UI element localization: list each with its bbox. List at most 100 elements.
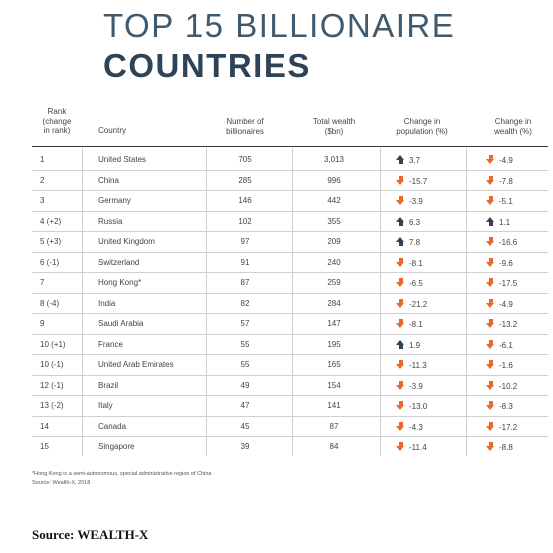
rank-cell-text: 2: [40, 175, 45, 185]
wealth-change-value: -8.8: [499, 443, 513, 452]
total-wealth-cell: 84: [298, 442, 370, 452]
wealth-change-cell: -9.6: [486, 257, 513, 269]
arrow-down-icon: [396, 319, 405, 328]
billionaires-cell: 49: [210, 381, 280, 391]
source-caption: Source: WEALTH-X: [32, 527, 149, 542]
rank-cell-text: 7: [40, 278, 45, 287]
arrow-up-icon: [396, 339, 405, 349]
arrow-down-icon: [486, 175, 495, 185]
wealth-change-value: 1.1: [499, 217, 511, 227]
wealth-change-cell: -4.9: [486, 155, 513, 166]
country-cell: Singapore: [98, 442, 134, 452]
population-change-cell: 6.3: [396, 216, 421, 228]
billionaires-cell: 146: [210, 196, 280, 206]
total-wealth-cell-text: 87: [329, 421, 339, 431]
country-cell-text: Saudi Arabia: [98, 319, 144, 328]
arrow-down-icon: [486, 442, 495, 451]
country-cell-text: Russia: [98, 216, 123, 226]
population-change-cell: -11.3: [396, 360, 427, 371]
country-cell: Germany: [98, 196, 131, 206]
billionaires-cell: 55: [210, 360, 280, 370]
billionaires-cell-text: 82: [240, 298, 250, 308]
population-change-value: 6.3: [409, 217, 421, 227]
rank-cell: 14: [40, 422, 49, 432]
table-row: 1 United States 705 3,013 3.7 -4.9: [0, 150, 553, 170]
billionaires-cell-text: 55: [240, 360, 250, 369]
arrow-down-icon: [396, 360, 405, 369]
rank-cell: 13 (-2): [40, 401, 64, 411]
wealth-change-value: -1.6: [499, 361, 513, 370]
arrow-down-icon: [486, 339, 495, 349]
country-cell: Switzerland: [98, 258, 139, 268]
header-wealth-line: Total wealth: [312, 117, 356, 126]
arrow-down-icon: [486, 278, 495, 287]
footnote-source: Source: Wealth-X, 2018: [32, 480, 91, 486]
population-change-cell: 7.8: [396, 237, 420, 248]
rank-cell: 6 (-1): [40, 258, 59, 268]
wealth-change-value: -5.1: [499, 197, 513, 206]
country-cell-text: Hong Kong*: [98, 278, 142, 287]
country-cell: Canada: [98, 422, 126, 432]
header-divider: [32, 146, 548, 147]
billionaires-cell: 102: [210, 217, 280, 227]
population-change-value: -11.3: [409, 361, 427, 370]
rank-cell-text: 1: [40, 155, 45, 164]
row-divider: [32, 231, 548, 232]
country-cell-text: Switzerland: [98, 257, 140, 267]
arrow-up-icon: [396, 237, 405, 246]
header-billionaires: Number of billionaires: [210, 117, 280, 136]
billionaires-cell-text: 102: [238, 216, 252, 226]
rank-cell-text: 10 (+1): [40, 339, 66, 349]
country-cell-text: Germany: [98, 196, 131, 205]
country-cell: China: [98, 176, 119, 186]
billionaires-cell-text: 55: [240, 339, 250, 349]
column-divider: [380, 148, 381, 456]
country-cell-text: United Kingdom: [98, 237, 155, 246]
population-change-cell: -11.4: [396, 442, 427, 453]
population-change-cell: -8.1: [396, 257, 423, 269]
total-wealth-cell-text: 442: [327, 196, 341, 205]
total-wealth-cell-text: 284: [327, 298, 341, 308]
total-wealth-cell-text: 147: [327, 319, 341, 328]
title-line-1: TOP 15 BILLIONAIRE: [103, 7, 456, 44]
billionaires-cell: 47: [210, 401, 280, 411]
billionaires-cell-text: 45: [240, 421, 250, 431]
total-wealth-cell: 209: [298, 237, 370, 247]
rank-cell: 3: [40, 196, 44, 206]
population-change-cell: -4.3: [396, 421, 423, 433]
population-change-value: 7.8: [409, 238, 421, 247]
header-rank-line: (change: [42, 116, 72, 126]
population-change-value: -4.3: [409, 422, 423, 432]
country-cell: Brazil: [98, 381, 118, 391]
total-wealth-cell-text: 154: [327, 380, 341, 390]
country-cell-text: Italy: [98, 401, 113, 410]
total-wealth-cell: 147: [298, 319, 370, 329]
rank-cell-text: 8 (-4): [40, 298, 60, 308]
header-population-line: Change in: [403, 117, 441, 126]
arrow-down-icon: [486, 257, 495, 267]
total-wealth-cell-text: 195: [327, 339, 341, 349]
population-change-value: -3.9: [409, 197, 423, 206]
country-cell: France: [98, 340, 123, 350]
header-population-change: Change in population (%): [384, 117, 460, 136]
wealth-change-cell: -8.8: [486, 442, 513, 453]
wealth-change-cell: -1.6: [486, 360, 513, 371]
row-divider: [32, 436, 548, 437]
wealth-change-value: -13.2: [499, 320, 518, 329]
country-cell: Hong Kong*: [98, 278, 141, 288]
rank-cell-text: 3: [40, 196, 45, 205]
header-rank-line: in rank): [43, 126, 71, 135]
total-wealth-cell: 996: [298, 176, 370, 186]
billionaires-cell: 45: [210, 422, 280, 432]
table-row: 14 Canada 45 87 -4.3 -17.2: [0, 417, 553, 437]
wealth-change-cell: -4.9: [486, 298, 513, 310]
population-change-cell: 3.7: [396, 155, 420, 166]
population-change-cell: 1.9: [396, 339, 421, 351]
header-country: Country: [98, 126, 127, 135]
rank-cell-text: 4 (+2): [40, 216, 62, 226]
population-change-value: 1.9: [409, 340, 421, 350]
country-cell: United Kingdom: [98, 237, 155, 247]
rank-cell: 2: [40, 176, 44, 186]
header-wealth-line: ($bn): [324, 126, 344, 136]
arrow-down-icon: [396, 442, 405, 451]
